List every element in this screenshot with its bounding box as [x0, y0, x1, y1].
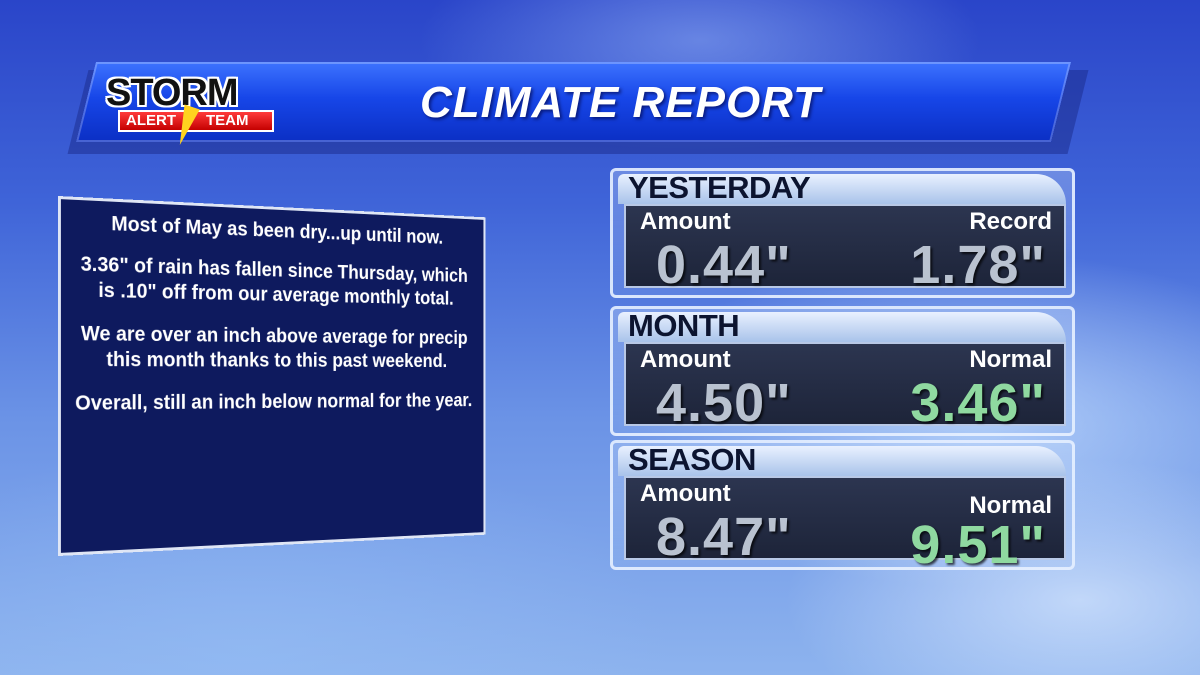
record-label: Record	[969, 208, 1052, 235]
amount-value: 8.47"	[656, 507, 792, 567]
normal-label: Normal	[969, 492, 1052, 519]
normal-value: 3.46"	[910, 373, 1046, 433]
panel-heading: SEASON	[628, 442, 756, 477]
logo-alert-text: ALERT	[126, 112, 176, 129]
logo-alert-bar: ALERT TEAM	[118, 110, 274, 132]
record-value: 1.78"	[910, 235, 1046, 295]
panel-tab	[618, 174, 1066, 204]
message-box: Most of May as been dry...up until now. …	[58, 196, 486, 556]
month-panel: MONTH Amount Normal 4.50" 3.46"	[610, 306, 1075, 436]
amount-label: Amount	[640, 480, 731, 507]
panel-heading: YESTERDAY	[628, 170, 811, 205]
panel-body: Amount Normal 4.50" 3.46"	[624, 342, 1066, 433]
message-line: Most of May as been dry...up until now.	[111, 212, 444, 249]
yesterday-panel: YESTERDAY Amount Record 0.44" 1.78"	[610, 168, 1075, 298]
amount-label: Amount	[640, 346, 731, 373]
message-box-content: Most of May as been dry...up until now. …	[58, 196, 486, 556]
message-line: 3.36" of rain has fallen since Thursday,…	[80, 252, 468, 310]
normal-value: 9.51"	[910, 515, 1046, 575]
panel-heading: MONTH	[628, 308, 740, 343]
message-line: Overall, still an inch below normal for …	[75, 390, 473, 415]
panel-body: Amount Normal 8.47" 9.51"	[624, 476, 1066, 575]
storm-alert-team-logo: STORM ALERT TEAM	[106, 72, 278, 148]
amount-value: 4.50"	[656, 373, 792, 433]
panel-tab	[618, 312, 1066, 342]
page-title: CLIMATE REPORT	[420, 78, 822, 127]
message-line: We are over an inch above average for pr…	[80, 322, 468, 372]
logo-storm-text: STORM	[106, 72, 239, 114]
panel-body: Amount Record 0.44" 1.78"	[624, 204, 1066, 295]
normal-label: Normal	[969, 346, 1052, 373]
amount-label: Amount	[640, 208, 731, 235]
amount-value: 0.44"	[656, 235, 792, 295]
season-panel: SEASON Amount Normal 8.47" 9.51"	[610, 440, 1075, 575]
panel-tab	[618, 446, 1066, 476]
logo-team-text: TEAM	[206, 112, 249, 129]
